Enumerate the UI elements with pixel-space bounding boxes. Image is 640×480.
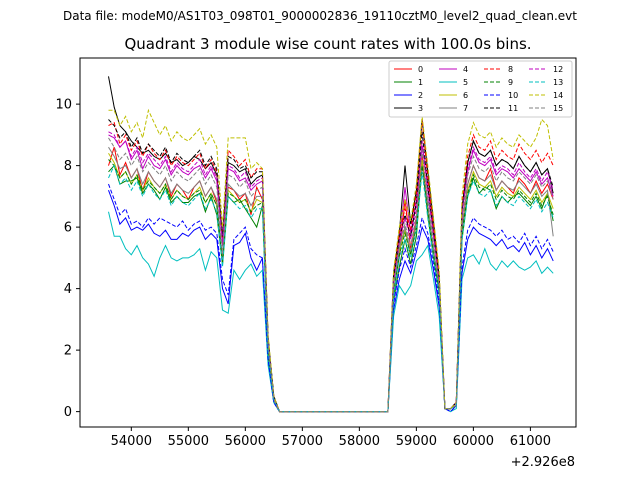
x-tick-label: 60000 [453,434,494,449]
legend-box [388,60,573,118]
legend-label-1: 1 [418,78,423,87]
series-layer [108,76,554,413]
legend-label-13: 13 [553,78,563,87]
legend-label-7: 7 [463,104,468,113]
x-axis: 54000 55000 56000 57000 58000 59000 60000 61000 [111,427,551,449]
series-line-15 [108,137,554,413]
legend-label-5: 5 [463,78,468,87]
legend-label-2: 2 [418,91,423,100]
legend-label-11: 11 [508,104,518,113]
legend-label-15: 15 [553,104,563,113]
legend-label-12: 12 [553,65,563,74]
y-tick-label: 0 [64,405,72,420]
legend-label-6: 6 [463,91,468,100]
x-tick-label: 56000 [225,434,266,449]
y-tick-label: 4 [64,282,72,297]
x-tick-label: 59000 [396,434,437,449]
y-tick-label: 10 [55,98,72,113]
legend-label-9: 9 [508,78,513,87]
y-tick-label: 8 [64,159,72,174]
y-axis: 0 2 4 6 8 10 [55,98,80,420]
x-tick-label: 58000 [339,434,380,449]
y-tick-label: 6 [64,221,72,236]
chart-title: Quadrant 3 module wise count rates with … [124,35,531,53]
figure-suptitle: Data file: modeM0/AS1T03_098T01_90000028… [63,9,577,23]
x-offset-label: +2.926e8 [511,455,575,470]
legend-label-4: 4 [463,65,468,74]
plot-frame [79,57,577,428]
legend-label-3: 3 [418,104,423,113]
legend-label-14: 14 [553,91,563,100]
legend-label-8: 8 [508,65,513,74]
legend-label-10: 10 [508,91,518,100]
x-tick-label: 61000 [510,434,551,449]
y-tick-label: 2 [64,344,72,359]
series-line-8 [108,119,554,413]
x-tick-label: 57000 [282,434,323,449]
series-line-13 [108,164,554,413]
x-tick-label: 54000 [111,434,152,449]
plot-area [79,57,577,428]
legend-label-0: 0 [418,65,423,74]
series-line-14 [108,108,554,413]
x-tick-label: 55000 [168,434,209,449]
